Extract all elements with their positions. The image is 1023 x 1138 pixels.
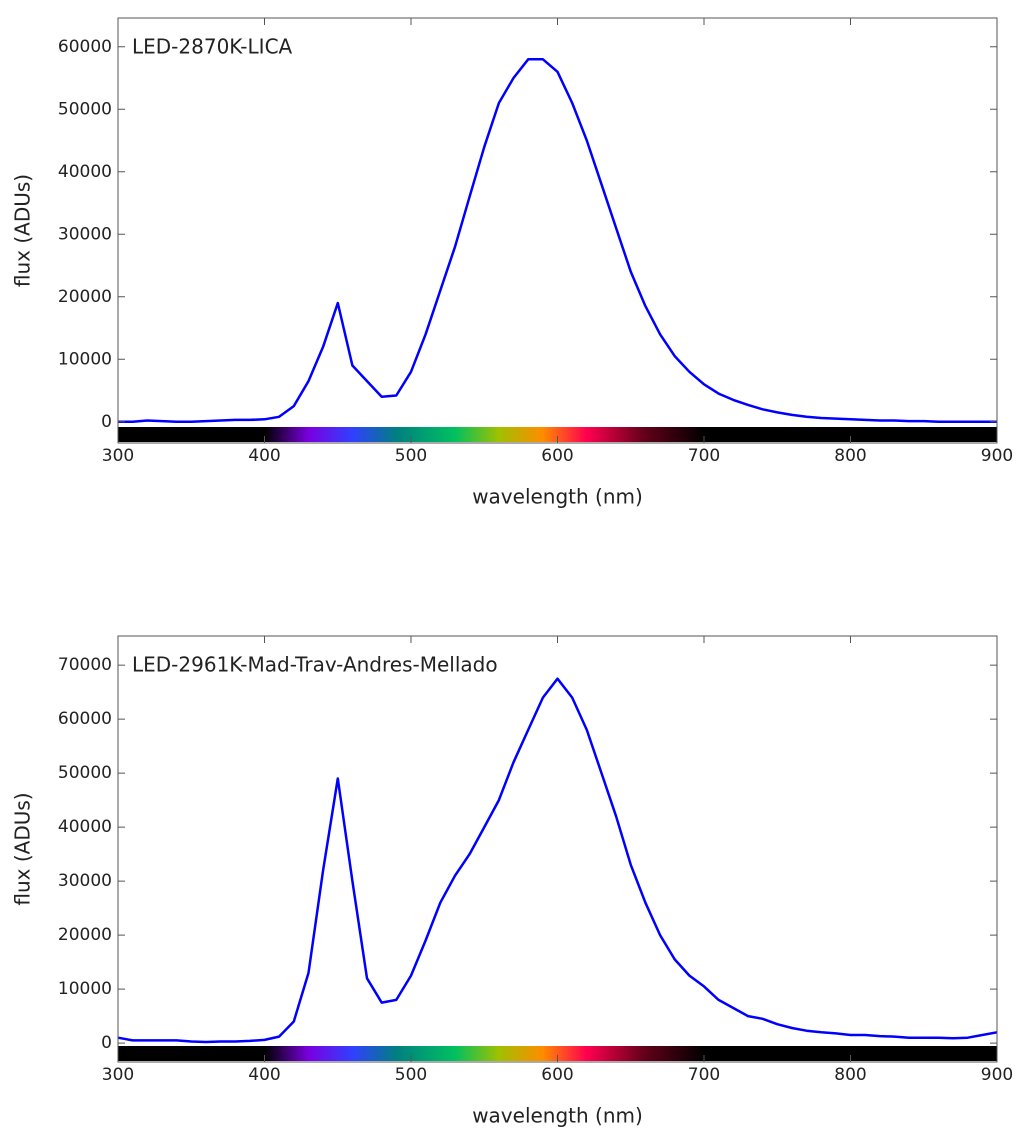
wavelength-colorbar (118, 427, 997, 442)
x-tick-label: 500 (395, 446, 427, 466)
y-tick-label: 10000 (58, 979, 112, 999)
y-tick-label: 40000 (58, 817, 112, 837)
y-tick-label: 40000 (58, 162, 112, 182)
x-tick-label: 600 (541, 1065, 573, 1085)
x-tick-label: 300 (102, 1065, 134, 1085)
y-tick-label: 70000 (58, 655, 112, 675)
y-tick-label: 20000 (58, 925, 112, 945)
y-tick-label: 30000 (58, 224, 112, 244)
x-axis-label: wavelength (nm) (472, 1104, 643, 1128)
wavelength-colorbar (118, 1046, 997, 1061)
x-tick-label: 400 (248, 446, 280, 466)
x-tick-label: 700 (688, 446, 720, 466)
y-tick-label: 10000 (58, 349, 112, 369)
spectrum-line (117, 677, 998, 1044)
chart-title: LED-2961K-Mad-Trav-Andres-Mellado (132, 653, 498, 677)
x-tick-label: 900 (981, 446, 1013, 466)
y-tick-label: 50000 (58, 99, 112, 119)
y-tick-label: 20000 (58, 287, 112, 307)
x-tick-label: 700 (688, 1065, 720, 1085)
spectrum-line (118, 58, 997, 424)
y-tick-label: 50000 (58, 763, 112, 783)
panel: 300 400 500 600 700 800 900 0 10000 20000 30000 400… (11, 17, 1013, 509)
plot-frame (117, 635, 998, 1063)
y-axis-label: flux (ADUs) (11, 174, 35, 287)
y-tick-label: 30000 (58, 871, 112, 891)
plot-frame (117, 17, 998, 444)
x-tick-label: 800 (834, 1065, 866, 1085)
y-tick-label: 0 (101, 1033, 112, 1053)
x-tick-label: 800 (834, 446, 866, 466)
x-tick-label: 400 (248, 1065, 280, 1085)
x-tick-label: 300 (102, 446, 134, 466)
x-axis-label: wavelength (nm) (472, 485, 643, 509)
y-tick-label: 60000 (58, 37, 112, 57)
panel: 300 400 500 600 700 800 900 0 10000 20000 30000 400… (11, 635, 1013, 1128)
chart-title: LED-2870K-LICA (132, 35, 293, 59)
y-axis-label: flux (ADUs) (11, 792, 35, 905)
x-tick-label: 600 (541, 446, 573, 466)
y-tick-label: 60000 (58, 709, 112, 729)
x-tick-label: 500 (395, 1065, 427, 1085)
y-tick-label: 0 (101, 412, 112, 432)
x-tick-label: 900 (981, 1065, 1013, 1085)
